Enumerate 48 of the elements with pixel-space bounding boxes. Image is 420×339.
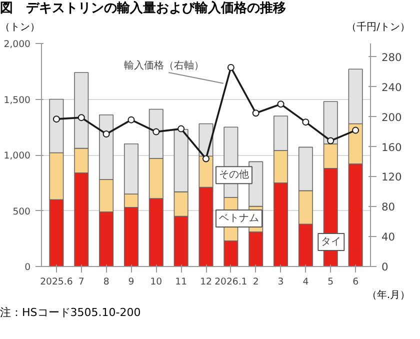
x-tick-label: 2 <box>252 276 259 288</box>
x-tick-label: 2026.1 <box>214 276 248 288</box>
x-tick-label: 10 <box>150 276 162 288</box>
x-tick-label: 7 <box>78 276 84 288</box>
point <box>128 116 135 124</box>
chart-title: 図 デキストリンの輸入量および輸入価格の推移 <box>0 0 286 18</box>
x-tick-label: 4 <box>302 276 309 288</box>
x-tick-label: 12 <box>200 276 212 288</box>
point <box>327 137 334 144</box>
series-label: ベトナム <box>218 212 259 224</box>
x-tick-label: 6 <box>352 276 359 288</box>
x-tick-label: 8 <box>103 276 110 288</box>
y2-tick-label: 120 <box>382 170 402 184</box>
point <box>227 64 234 71</box>
y-tick-label: 1,500 <box>4 94 31 106</box>
series-label: タイ <box>321 236 342 248</box>
y2-tick-label: 40 <box>382 230 396 244</box>
text: 輸入価格（右軸） <box>124 59 204 72</box>
y2-tick-label: 80 <box>382 200 396 214</box>
x-tick-label: 2025.6 <box>40 276 73 288</box>
y2-tick-label: 160 <box>382 140 402 154</box>
text: 注：HSコード3505.10-200 <box>0 305 141 321</box>
point <box>277 100 284 108</box>
point <box>102 130 110 138</box>
point <box>78 114 85 121</box>
point <box>202 155 210 162</box>
point <box>178 125 185 132</box>
x-tick-label: 9 <box>128 276 134 288</box>
x-tick-label: 5 <box>328 276 334 288</box>
x-tick-label: 11 <box>175 276 188 288</box>
x-tick-label: 3 <box>278 276 284 288</box>
y2-tick-label: 280 <box>382 50 402 64</box>
point <box>352 126 360 134</box>
y2-tick-label: 240 <box>382 80 402 94</box>
y2-tick-label: 0 <box>382 260 388 274</box>
y2-tick-label: 200 <box>382 110 402 124</box>
y-tick-label: 0 <box>24 262 31 273</box>
x-axis-title: （年.月） <box>366 288 410 303</box>
y-tick-label: 1,000 <box>4 150 31 162</box>
y2-axis-title: （千円/トン） <box>346 20 410 35</box>
point <box>302 118 310 126</box>
y-axis-title: （トン） <box>0 20 40 35</box>
series-label: その他 <box>218 168 249 180</box>
point <box>152 128 160 136</box>
y-tick-label: 500 <box>12 206 31 218</box>
point <box>52 115 60 122</box>
y-tick-label: 2,000 <box>4 38 31 50</box>
point <box>252 109 260 116</box>
